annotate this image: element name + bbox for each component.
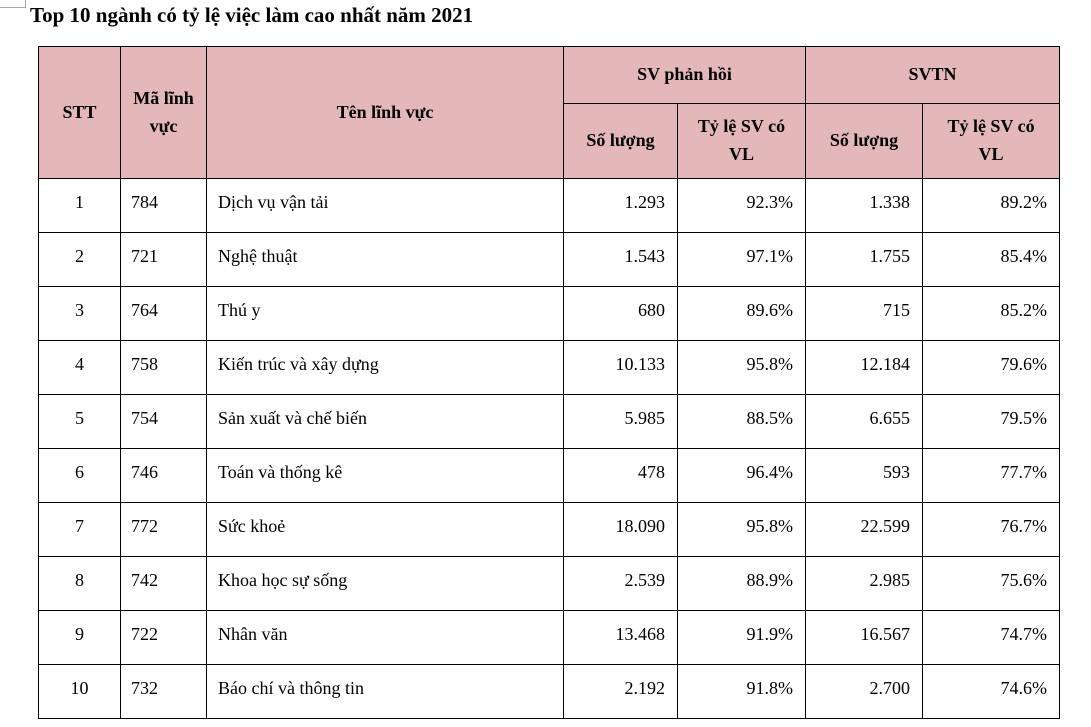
cell-respondents-employment-rate: 95.8% [676,340,807,395]
cell-respondents-count: 1.543 [563,232,678,287]
table-row: 3 764 Thú y 680 89.6% 715 85.2% [38,286,1061,341]
cell-graduates-employment-rate: 77.7% [922,448,1061,503]
cell-stt: 5 [38,394,121,449]
header-row-groups: STT Mã lĩnh vực Tên lĩnh vực SV phản hồi… [38,46,1061,179]
cell-respondents-employment-rate: 88.5% [676,394,807,449]
cell-stt: 9 [38,610,121,665]
cell-respondents-employment-rate: 97.1% [676,232,807,287]
cell-respondents-count: 5.985 [563,394,678,449]
cell-graduates-employment-rate: 85.4% [922,232,1061,287]
col-header-so-luong-phan-hoi: Số lượng [563,103,678,179]
table-body: 1 784 Dịch vụ vận tải 1.293 92.3% 1.338 89.2% 2… [38,178,1061,719]
table-row: 1 784 Dịch vụ vận tải 1.293 92.3% 1.338 89.2% [38,178,1061,233]
cell-respondents-count: 2.539 [563,556,678,611]
cell-respondents-count: 13.468 [563,610,678,665]
cell-respondents-count: 478 [563,448,678,503]
table-header: STT Mã lĩnh vực Tên lĩnh vực SV phản hồi… [38,46,1061,179]
cell-respondents-employment-rate: 96.4% [676,448,807,503]
cell-stt: 8 [38,556,121,611]
page-title: Top 10 ngành có tỷ lệ việc làm cao nhất … [30,3,474,27]
cell-respondents-employment-rate: 91.8% [676,664,807,719]
cell-respondents-employment-rate: 89.6% [676,286,807,341]
cell-field-name: Kiến trúc và xây dựng [206,340,564,395]
cell-graduates-count: 16.567 [805,610,924,665]
cell-graduates-employment-rate: 74.6% [922,664,1061,719]
cell-field-code: 746 [120,448,207,503]
cell-respondents-count: 10.133 [563,340,678,395]
cell-graduates-count: 2.985 [805,556,924,611]
cell-stt: 4 [38,340,121,395]
cell-graduates-count: 12.184 [805,340,924,395]
col-header-ty-le-svtn: Tỷ lệ SV có VL [922,103,1061,179]
cell-field-code: 721 [120,232,207,287]
cell-graduates-count: 593 [805,448,924,503]
cell-field-code: 784 [120,178,207,233]
cell-graduates-count: 715 [805,286,924,341]
cell-respondents-employment-rate: 88.9% [676,556,807,611]
cell-field-name: Thú y [206,286,564,341]
header-row-sub: Số lượng Tỷ lệ SV có VL Số lượng Tỷ lệ S… [39,103,1061,179]
col-header-ty-le-phan-hoi: Tỷ lệ SV có VL [676,103,807,179]
cell-graduates-employment-rate: 79.5% [922,394,1061,449]
cell-graduates-count: 22.599 [805,502,924,557]
cell-graduates-employment-rate: 75.6% [922,556,1061,611]
cell-graduates-count: 6.655 [805,394,924,449]
cell-graduates-count: 1.338 [805,178,924,233]
cell-stt: 10 [38,664,121,719]
cell-field-code: 722 [120,610,207,665]
cell-graduates-employment-rate: 76.7% [922,502,1061,557]
cell-field-code: 742 [120,556,207,611]
cell-field-name: Dịch vụ vận tải [206,178,564,233]
cell-stt: 1 [38,178,121,233]
cell-field-code: 758 [120,340,207,395]
col-group-sv-phan-hoi: SV phản hồi [562,46,807,104]
cell-field-name: Báo chí và thông tin [206,664,564,719]
cell-field-name: Sản xuất và chế biến [206,394,564,449]
cell-field-code: 754 [120,394,207,449]
cell-field-name: Khoa học sự sống [206,556,564,611]
cell-field-name: Toán và thống kê [206,448,564,503]
table-row: 5 754 Sản xuất và chế biến 5.985 88.5% 6.655 7… [38,394,1061,449]
cell-field-code: 732 [120,664,207,719]
cell-respondents-count: 680 [563,286,678,341]
cell-graduates-count: 1.755 [805,232,924,287]
cell-graduates-employment-rate: 74.7% [922,610,1061,665]
cell-respondents-employment-rate: 95.8% [676,502,807,557]
table-row: 7 772 Sức khoẻ 18.090 95.8% 22.599 76.7% [38,502,1061,557]
cell-field-name: Sức khoẻ [206,502,564,557]
cell-field-name: Nghệ thuật [206,232,564,287]
cell-respondents-employment-rate: 91.9% [676,610,807,665]
spreadsheet-cell-corner [0,0,26,8]
cell-respondents-employment-rate: 92.3% [676,178,807,233]
col-header-ma-linh-vuc: Mã lĩnh vực [120,46,207,179]
table-row: 2 721 Nghệ thuật 1.543 97.1% 1.755 85.4% [38,232,1061,287]
table-row: 9 722 Nhân văn 13.468 91.9% 16.567 74.7% [38,610,1061,665]
cell-graduates-employment-rate: 85.2% [922,286,1061,341]
col-header-so-luong-svtn: Số lượng [805,103,924,179]
cell-stt: 2 [38,232,121,287]
col-header-ten-linh-vuc: Tên lĩnh vực [206,46,564,179]
table-row: 6 746 Toán và thống kê 478 96.4% 593 77.7% [38,448,1061,503]
cell-field-code: 772 [120,502,207,557]
cell-field-name: Nhân văn [206,610,564,665]
col-header-stt: STT [38,46,121,179]
cell-field-code: 764 [120,286,207,341]
table-row: 4 758 Kiến trúc và xây dựng 10.133 95.8% 12.1… [38,340,1061,395]
cell-graduates-employment-rate: 89.2% [922,178,1061,233]
cell-respondents-count: 2.192 [563,664,678,719]
employment-rate-table: STT Mã lĩnh vực Tên lĩnh vực SV phản hồi… [38,46,1061,719]
cell-stt: 3 [38,286,121,341]
cell-graduates-employment-rate: 79.6% [922,340,1061,395]
cell-respondents-count: 1.293 [563,178,678,233]
cell-respondents-count: 18.090 [563,502,678,557]
cell-stt: 6 [38,448,121,503]
table-row: 8 742 Khoa học sự sống 2.539 88.9% 2.985 75.6% [38,556,1061,611]
cell-stt: 7 [38,502,121,557]
col-group-svtn: SVTN [805,46,1061,104]
cell-graduates-count: 2.700 [805,664,924,719]
table-row: 10 732 Báo chí và thông tin 2.192 91.8% 2.700… [38,664,1061,719]
